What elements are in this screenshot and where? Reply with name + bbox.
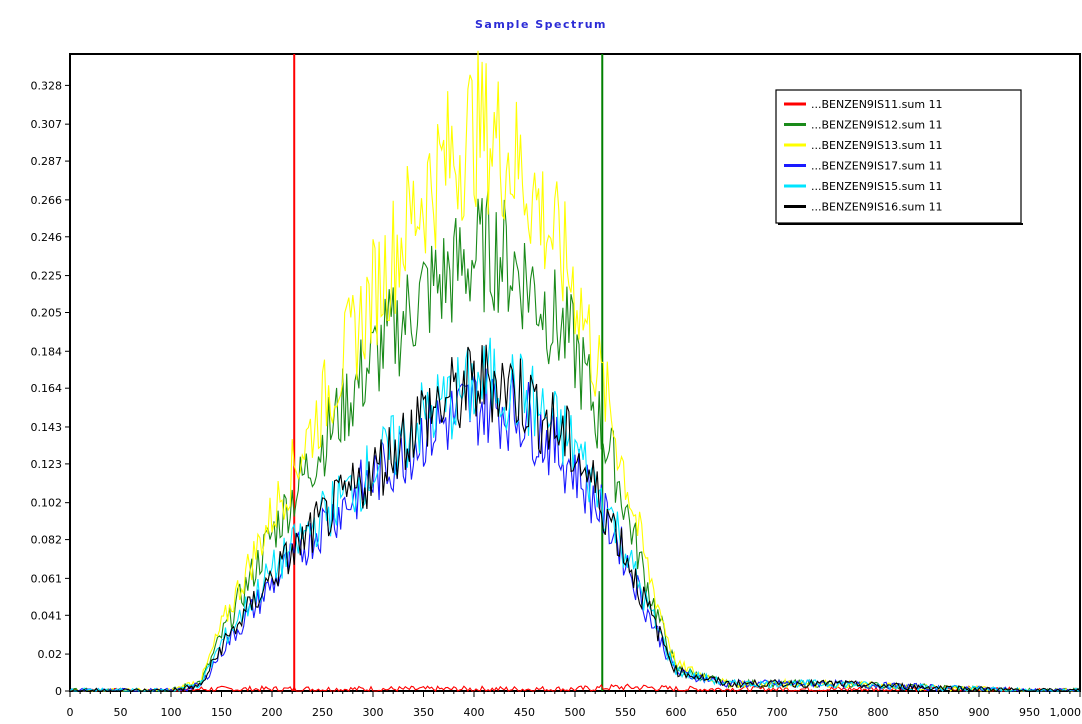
y-tick-label: 0.102: [31, 497, 63, 510]
chart-title: Sample Spectrum: [475, 18, 607, 31]
legend-label: ...BENZEN9IS12.sum 11: [811, 119, 943, 132]
x-tick-label: 800: [868, 706, 889, 719]
x-tick-label: 350: [413, 706, 434, 719]
x-axis: 0 50 100 150 200 250 300 350 400 450 500 550 600 650 7…: [67, 691, 1082, 719]
x-tick-label: 650: [716, 706, 737, 719]
x-tick-label: 200: [262, 706, 283, 719]
series-line-6: [70, 344, 1081, 693]
legend-shadow: [778, 223, 1023, 225]
x-tick-label: 700: [767, 706, 788, 719]
y-tick-label: 0: [55, 685, 62, 698]
y-tick-label: 0.164: [31, 382, 63, 395]
y-tick-label: 0.184: [31, 345, 63, 358]
x-tick-label: 150: [211, 706, 232, 719]
vertical-markers: [293, 54, 604, 691]
legend: ...BENZEN9IS11.sum 11 ...BENZEN9IS12.sum …: [775, 89, 1023, 225]
legend-label: ...BENZEN9IS17.sum 11: [811, 160, 943, 173]
x-tick-label: 900: [969, 706, 990, 719]
x-tick-label: 950: [1019, 706, 1040, 719]
x-tick-label: 450: [514, 706, 535, 719]
x-tick-label: 250: [312, 706, 333, 719]
x-tick-label: 500: [565, 706, 586, 719]
x-tick-label: 750: [817, 706, 838, 719]
y-tick-label: 0.307: [31, 118, 63, 131]
y-tick-label: 0.246: [31, 231, 63, 244]
y-axis: 0 0.02 0.041 0.061 0.082 0.102 0.123 0.143 0.164…: [31, 79, 70, 698]
y-tick-label: 0.041: [31, 609, 63, 622]
legend-label: ...BENZEN9IS16.sum 11: [811, 201, 943, 214]
y-tick-label: 0.205: [31, 306, 63, 319]
y-tick-label: 0.328: [31, 79, 63, 92]
legend-label: ...BENZEN9IS11.sum 11: [811, 98, 943, 111]
legend-label: ...BENZEN9IS15.sum 11: [811, 180, 943, 193]
y-tick-label: 0.082: [31, 534, 63, 547]
x-tick-label: 50: [114, 706, 128, 719]
y-tick-label: 0.225: [31, 270, 63, 283]
y-tick-label: 0.143: [31, 421, 63, 434]
x-tick-label: 400: [464, 706, 485, 719]
x-tick-label: 300: [363, 706, 384, 719]
series-layer: [69, 50, 1081, 693]
y-tick-label: 0.266: [31, 194, 63, 207]
x-tick-label: 850: [918, 706, 939, 719]
y-tick-label: 0.061: [31, 572, 63, 585]
x-tick-label: 1,000: [1050, 706, 1082, 719]
y-tick-label: 0.02: [38, 648, 63, 661]
y-tick-label: 0.287: [31, 155, 63, 168]
legend-box: [775, 89, 1022, 224]
x-tick-label: 0: [67, 706, 74, 719]
x-tick-label: 550: [615, 706, 636, 719]
x-tick-label: 600: [666, 706, 687, 719]
series-line-5: [69, 337, 1080, 692]
x-tick-label: 100: [161, 706, 182, 719]
legend-label: ...BENZEN9IS13.sum 11: [811, 139, 943, 152]
y-tick-label: 0.123: [31, 458, 63, 471]
